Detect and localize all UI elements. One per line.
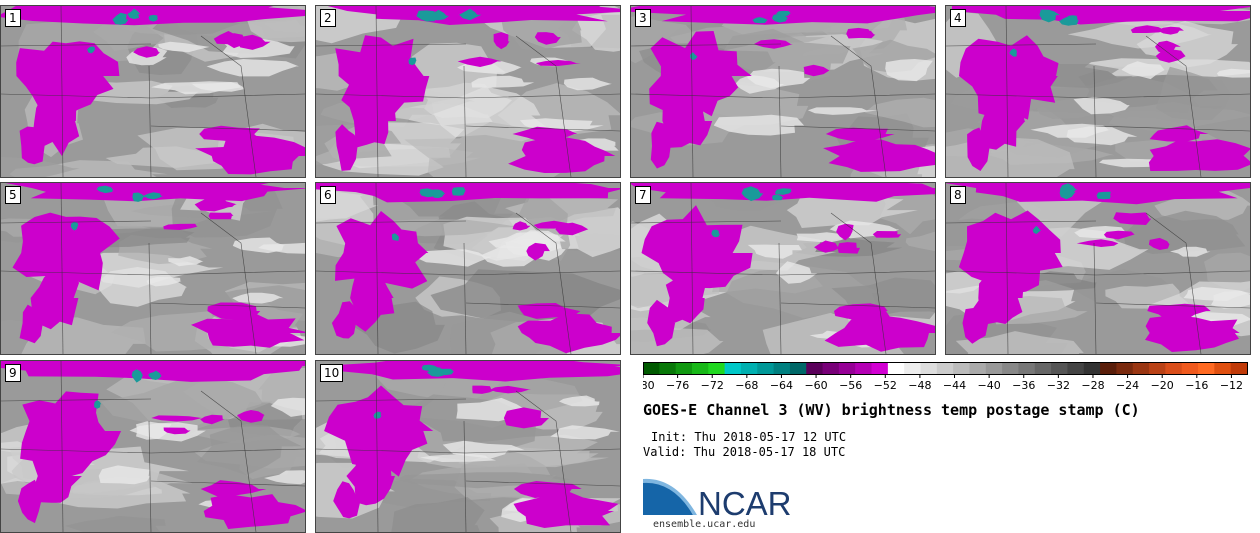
postage-stamp-panel-1: 1 <box>0 5 306 178</box>
colorbar-cell <box>1002 362 1019 374</box>
ncar-logo: NCAR <box>643 478 792 519</box>
panel-number-label: 4 <box>950 9 966 27</box>
valid-time: Valid: Thu 2018-05-17 18 UTC <box>643 445 846 459</box>
colorbar-cell <box>969 362 987 374</box>
colorbar-cell <box>1149 362 1166 374</box>
panel-number-label: 9 <box>5 364 21 382</box>
colorbar-cell <box>1083 362 1101 374</box>
colorbar-cell <box>691 362 709 374</box>
colorbar-cell <box>1132 362 1150 374</box>
colorbar-cell <box>789 362 807 374</box>
colorbar-cell <box>724 362 742 374</box>
colorbar-cell <box>708 362 726 374</box>
logo-text: NCAR <box>698 485 792 519</box>
colorbar-cell <box>1198 362 1215 374</box>
init-time: Init: Thu 2018-05-17 12 UTC <box>651 430 847 444</box>
panel-number-label: 2 <box>320 9 336 27</box>
panel-number-label: 8 <box>950 186 966 204</box>
colorbar-tick-label: −60 <box>804 379 827 392</box>
colorbar-tick-label: −40 <box>978 379 1001 392</box>
colorbar-cell <box>740 362 758 374</box>
postage-stamp-panel-2: 2 <box>315 5 621 178</box>
colorbar-cell <box>1230 362 1248 374</box>
colorbar-tick-label: −64 <box>770 379 793 392</box>
logo-url: ensemble.ucar.edu <box>653 519 756 530</box>
panel-number-label: 6 <box>320 186 336 204</box>
colorbar-cell <box>920 362 938 374</box>
colorbar-cell <box>675 362 693 374</box>
temperature-colorbar: −80−76−72−68−64−60−56−52−48−44−40−36−32−… <box>643 362 1248 392</box>
postage-stamp-panel-7: 7 <box>630 182 936 355</box>
postage-stamp-panel-10: 10 <box>315 360 621 533</box>
colorbar-tick-label: −24 <box>1116 379 1139 392</box>
panel-number-label: 5 <box>5 186 21 204</box>
colorbar-cell <box>1018 362 1036 374</box>
colorbar-cell <box>904 362 922 374</box>
panel-number-label: 1 <box>5 9 21 27</box>
colorbar-tick-label: −12 <box>1220 379 1243 392</box>
panel-number-label: 7 <box>635 186 651 204</box>
colorbar-cell <box>838 362 856 374</box>
colorbar-cell <box>643 362 660 374</box>
colorbar-cell <box>936 362 954 374</box>
postage-stamp-panel-8: 8 <box>945 182 1251 355</box>
colorbar-tick-label: −56 <box>839 379 862 392</box>
colorbar-cell <box>806 362 824 374</box>
colorbar-tick-label: −80 <box>643 379 655 392</box>
colorbar-cell <box>1034 362 1052 374</box>
colorbar-tick-label: −28 <box>1081 379 1104 392</box>
colorbar-cell <box>1051 362 1068 374</box>
colorbar-tick-label: −52 <box>874 379 897 392</box>
colorbar-cell <box>773 362 791 374</box>
colorbar-tick-label: −16 <box>1185 379 1208 392</box>
postage-stamp-panel-5: 5 <box>0 182 306 355</box>
colorbar-cell <box>757 362 775 374</box>
colorbar-tick-label: −44 <box>943 379 966 392</box>
figure-title: GOES-E Channel 3 (WV) brightness temp po… <box>643 401 1140 419</box>
colorbar-cell <box>822 362 840 374</box>
colorbar-tick-label: −32 <box>1047 379 1070 392</box>
colorbar-cell <box>1100 362 1117 374</box>
colorbar-tick-label: −36 <box>1012 379 1035 392</box>
colorbar-cell <box>1165 362 1183 374</box>
panel-number-label: 10 <box>320 364 344 382</box>
colorbar-tick-label: −68 <box>735 379 758 392</box>
colorbar-cell <box>887 362 905 374</box>
colorbar-cell <box>953 362 970 374</box>
panel-number-label: 3 <box>635 9 651 27</box>
postage-stamp-panel-3: 3 <box>630 5 936 178</box>
colorbar-tick-label: −76 <box>666 379 689 392</box>
postage-stamp-panel-6: 6 <box>315 182 621 355</box>
colorbar-cell <box>985 362 1003 374</box>
colorbar-tick-label: −72 <box>701 379 724 392</box>
colorbar-cell <box>1116 362 1134 374</box>
colorbar-cell <box>659 362 677 374</box>
postage-stamp-panel-9: 9 <box>0 360 306 533</box>
colorbar-cell <box>1214 362 1232 374</box>
colorbar-cell <box>855 362 873 374</box>
colorbar-cell <box>871 362 889 374</box>
colorbar-cell <box>1067 362 1085 374</box>
colorbar-tick-label: −20 <box>1151 379 1174 392</box>
colorbar-cell <box>1181 362 1199 374</box>
colorbar-tick-label: −48 <box>908 379 931 392</box>
postage-stamp-panel-4: 4 <box>945 5 1251 178</box>
